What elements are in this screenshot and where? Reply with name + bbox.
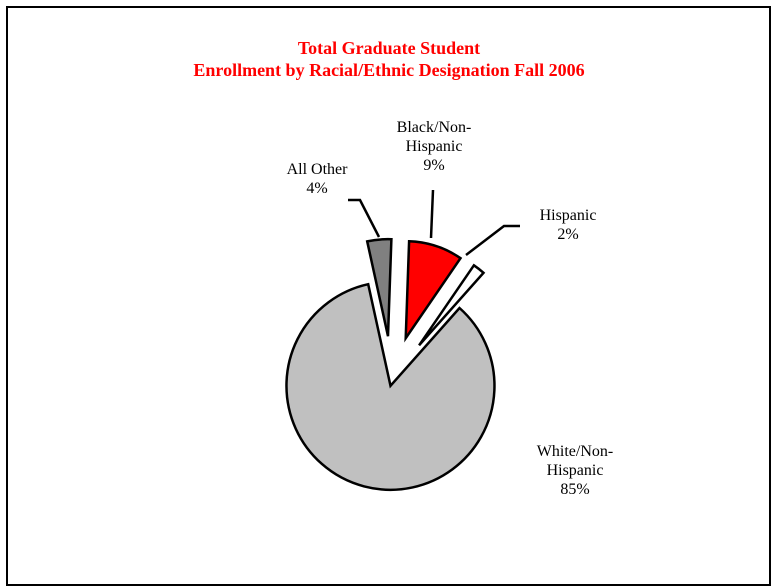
label-all-other-line-1: All Other [286, 161, 348, 178]
leader-line-all-other [348, 198, 381, 238]
leader-line-black-non-hispanic [429, 189, 435, 239]
label-black-non-hispanic-percent: 9% [423, 157, 445, 174]
label-black-non-hispanic-line-1: Black/Non- [396, 119, 472, 136]
pie-slice-all-other [365, 237, 393, 337]
label-hispanic-line-1: Hispanic [539, 207, 597, 224]
label-hispanic: Hispanic 2% [518, 206, 618, 244]
pie-slice-white-non-hispanic [285, 282, 496, 492]
label-black-non-hispanic-line-2: Hispanic [405, 138, 463, 155]
leader-line-hispanic [465, 224, 520, 256]
label-hispanic-percent: 2% [557, 226, 579, 243]
label-white-non-hispanic-line-2: Hispanic [546, 462, 604, 479]
label-white-non-hispanic: White/Non- Hispanic 85% [520, 442, 630, 499]
pie-slice-hispanic [418, 263, 486, 347]
label-black-non-hispanic: Black/Non- Hispanic 9% [384, 118, 484, 175]
label-all-other-percent: 4% [306, 180, 328, 197]
label-white-non-hispanic-percent: 85% [560, 481, 590, 498]
chart-title-line-1: Total Graduate Student [297, 38, 481, 58]
label-all-other: All Other 4% [272, 160, 362, 198]
chart-title-line-2: Enrollment by Racial/Ethnic Designation … [193, 60, 585, 80]
label-white-non-hispanic-line-1: White/Non- [536, 443, 614, 460]
pie-slice-black-non-hispanic [404, 240, 463, 343]
